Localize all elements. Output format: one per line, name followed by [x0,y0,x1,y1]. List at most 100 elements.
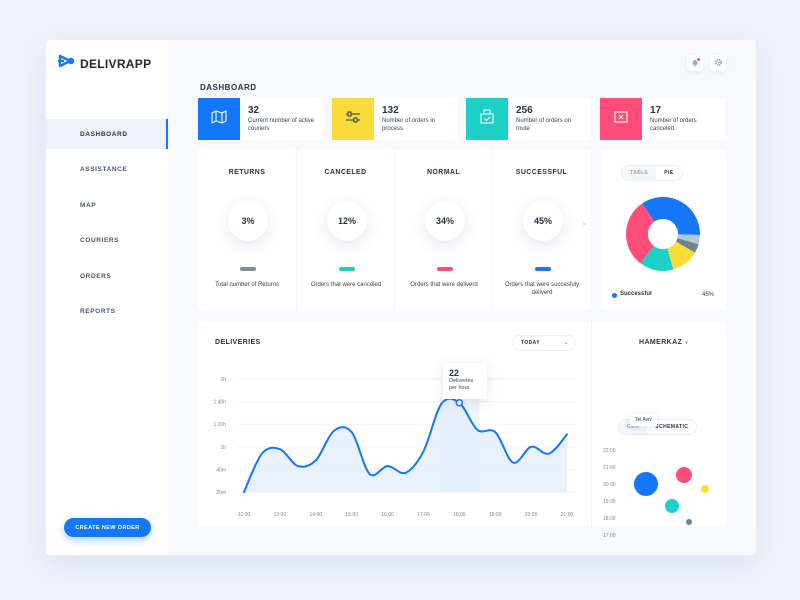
data-point-14[interactable] [493,430,497,434]
time-label: 19:00 [603,499,616,505]
logo[interactable]: DELIVRAPP [58,54,151,73]
y-tick-label: 1 20h [213,422,226,428]
data-point-1[interactable] [260,452,264,456]
sidebar-item-orders[interactable]: ORDERS [46,261,168,291]
region-select[interactable]: HAMERKAZ ▾ [639,339,688,346]
hamerkaz-card: HAMERKAZ ▾ GEO SCHEMATIC 22:00 21:00 20:0… [591,321,726,539]
x-tick-label: 13:00 [274,512,287,518]
tooltip-label: Deliveries per hour [449,378,474,391]
create-new-order-button[interactable]: CREATE NEW ORDER [64,518,151,537]
data-point-10[interactable] [421,449,425,453]
kpi-value: 256 [516,105,533,116]
status-percent: 34% [435,216,454,226]
period-select[interactable]: TODAY ⌄ [512,335,576,351]
app-window: DELIVRAPP DASHBOARD ASSISTANCE MAP COURI… [46,40,756,555]
deliveries-line [242,397,569,493]
status-percent: 3% [241,216,255,226]
x-tick-label: 21:00 [561,512,574,518]
pie-card: TABLE PIE Successful 45% [601,150,726,310]
data-point-18[interactable] [565,432,569,436]
map-dot-blue[interactable] [634,472,658,496]
status-percent: 45% [533,216,552,226]
x-tick-label: 14:00 [310,512,323,518]
kpi-card-couriers[interactable]: 32 Current number of active couriers [198,98,323,140]
sidebar-item-couriers[interactable]: COURIERS [46,226,168,256]
highlight-point[interactable] [455,398,464,407]
pie-slice-2[interactable] [675,238,699,253]
settings-button[interactable] [710,55,726,71]
data-point-0[interactable] [242,490,246,494]
sidebar-item-assistance[interactable]: ASSISTANCE [46,155,168,185]
status-canceled[interactable]: CANCELED 12% Orders that were canceled [296,150,394,310]
data-point-7[interactable] [368,472,372,476]
data-point-15[interactable] [511,461,515,465]
status-description: Total number of Returns [214,282,280,288]
pie-slice-5[interactable] [626,203,655,264]
kpi-label: Number of orders in process [382,118,436,132]
kpi-label: Number of orders canceled [650,118,697,132]
status-normal[interactable]: NORMAL 34% Orders that were deliverd [394,150,492,310]
logo-text: DELIVRAPP [80,56,152,71]
data-point-16[interactable] [529,445,533,449]
page-title: DASHBOARD [200,83,257,92]
percent-ring: 3% [228,201,268,241]
kpi-icon-tile [600,98,642,140]
tab-pie[interactable]: PIE [656,166,682,180]
sidebar-item-label: DASHBOARD [80,130,128,138]
order-status-panel: RETURNS 3% Total number of Returns CANCE… [198,150,591,310]
kpi-card-canceled[interactable]: 17 Number of orders canceled [600,98,725,140]
status-color-bar [437,267,453,271]
next-arrow-button[interactable]: › [580,218,588,230]
sidebar-nav: DASHBOARD ASSISTANCE MAP COURIERS ORDERS… [46,119,168,333]
notifications-button[interactable] [687,55,703,71]
data-point-17[interactable] [547,452,551,456]
sidebar-item-dashboard[interactable]: DASHBOARD [46,119,168,149]
data-point-11[interactable] [439,402,443,406]
y-tick-label: 1h [220,445,226,451]
y-tick-label: 20m [216,490,226,496]
map-dot-pink[interactable] [676,467,692,483]
kpi-card-on-route[interactable]: 256 Number of orders on route [466,98,591,140]
y-tick-label: 1 40h [213,400,226,406]
map-icon [211,109,227,129]
data-point-5[interactable] [332,429,336,433]
status-percent: 12% [337,216,356,226]
sidebar: DELIVRAPP DASHBOARD ASSISTANCE MAP COURI… [46,40,168,555]
status-description: Orders that were canceled [310,282,382,288]
map-dot-yellow[interactable] [701,485,709,493]
status-returns[interactable]: RETURNS 3% Total number of Returns [198,150,296,310]
kpi-card-in-process[interactable]: 132 Number of orders in process [332,98,457,140]
kpi-label: Current number of active couriers [248,118,315,132]
tab-schematic[interactable]: SCHEMATIC [647,420,697,434]
pie-slice-0[interactable] [642,197,700,236]
sidebar-item-map[interactable]: MAP [46,190,168,220]
percent-ring: 34% [425,201,465,241]
schematic-map [634,467,709,525]
area-fill [243,398,568,492]
pie-slice-3[interactable] [667,241,695,270]
data-point-6[interactable] [350,430,354,434]
sidebar-item-reports[interactable]: REPORTS [46,297,168,327]
map-dot-teal[interactable] [665,499,679,513]
pie-slice-4[interactable] [640,245,674,271]
percent-ring: 12% [327,201,367,241]
data-point-3[interactable] [296,464,300,468]
map-dot-gray[interactable] [686,519,692,525]
sidebar-item-label: ASSISTANCE [80,166,128,174]
pie-slice-1[interactable] [677,234,700,245]
x-tick-label: 17:00 [417,512,430,518]
sliders-icon [345,110,361,129]
data-point-9[interactable] [404,471,408,475]
status-successful[interactable]: SUCCESSFUL 45% Orders that were succesfu… [492,150,590,310]
sidebar-item-label: ORDERS [80,272,112,280]
status-title: RETURNS [228,169,266,176]
data-point-4[interactable] [314,458,318,462]
y-tick-label: 2h [220,377,226,383]
data-point-2[interactable] [278,447,282,451]
place-label: Tel Aviv [630,414,657,426]
data-point-13[interactable] [475,428,479,432]
deliveries-card: DELIVERIES TODAY ⌄ 20m 40m 1h 1 20h 1 40h 2h 1… [198,321,591,527]
period-value: TODAY [521,340,540,346]
data-point-8[interactable] [386,464,390,468]
tab-table[interactable]: TABLE [622,166,657,180]
